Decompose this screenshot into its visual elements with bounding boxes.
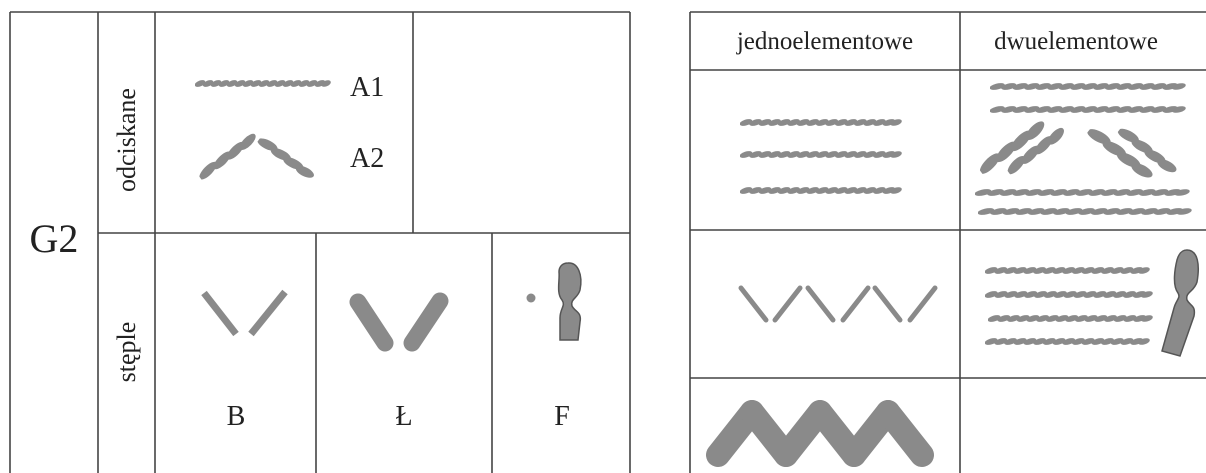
cord-motif xyxy=(196,130,260,182)
stamp-motif xyxy=(738,285,938,323)
stamp-motif xyxy=(526,293,536,303)
motif-label: B xyxy=(227,401,246,432)
stamp-motif xyxy=(706,400,934,467)
cord-motif xyxy=(195,79,331,88)
cord-motif xyxy=(985,266,1153,346)
stamp-motif xyxy=(557,262,582,341)
cord-motif xyxy=(255,134,317,183)
row-label: stęple xyxy=(112,322,141,383)
motif-label: Ł xyxy=(395,401,412,432)
left-table xyxy=(9,11,631,473)
group-label: G2 xyxy=(30,216,79,261)
motif-label: A2 xyxy=(350,143,384,174)
motif-label: A1 xyxy=(350,72,384,103)
row-label: odciskane xyxy=(112,88,141,192)
stamp-motif xyxy=(201,289,449,352)
stamp-motif xyxy=(1161,249,1199,357)
column-header: jednoelementowe xyxy=(736,28,913,55)
motif-label: F xyxy=(554,401,570,432)
column-header: dwuelementowe xyxy=(994,28,1158,55)
cord-motif xyxy=(740,82,1192,216)
right-table xyxy=(689,11,1206,473)
